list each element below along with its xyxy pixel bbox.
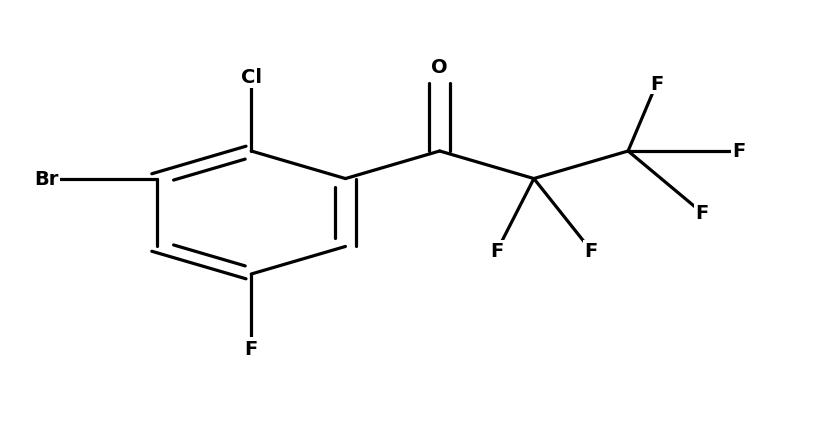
Text: F: F	[491, 242, 504, 261]
Text: F: F	[695, 204, 709, 222]
Text: F: F	[650, 75, 663, 93]
Text: F: F	[732, 142, 746, 161]
Text: Cl: Cl	[241, 68, 261, 87]
Text: O: O	[432, 58, 448, 76]
Text: Br: Br	[35, 170, 58, 189]
Text: F: F	[584, 242, 598, 261]
Text: F: F	[245, 339, 258, 358]
